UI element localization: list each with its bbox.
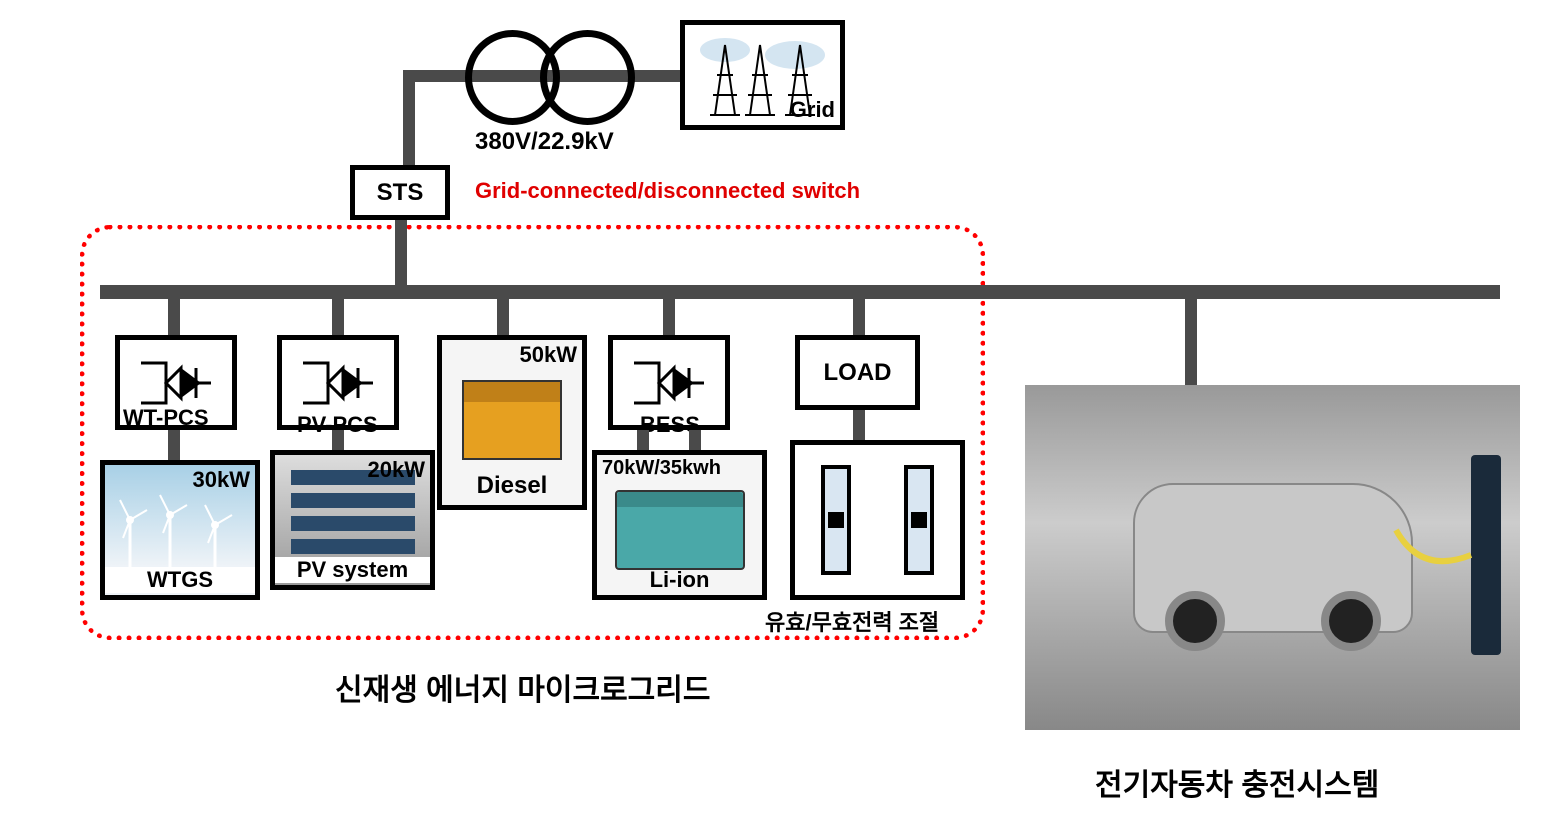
load-bar-2 bbox=[904, 465, 934, 575]
drop-bess bbox=[663, 299, 675, 339]
main-bus bbox=[100, 285, 1500, 299]
wtgs-box: 30kW WTGS bbox=[100, 460, 260, 600]
ev-title: 전기자동차 충전시스템 bbox=[1095, 760, 1379, 804]
diesel-rating: 50kW bbox=[520, 342, 577, 368]
charging-cable-icon bbox=[1391, 525, 1481, 605]
wtgs-rating: 30kW bbox=[193, 467, 250, 493]
li-ion-rating: 70kW/35kwh bbox=[602, 457, 721, 480]
sts-label: STS bbox=[377, 179, 424, 207]
igbt-icon bbox=[131, 353, 221, 413]
wt-pcs-label: WT-PCS bbox=[123, 405, 209, 431]
switch-text: Grid-connected/disconnected switch bbox=[475, 178, 860, 204]
battery-icon bbox=[615, 490, 745, 570]
drop-wt bbox=[168, 299, 180, 339]
transformer-circle-right bbox=[540, 30, 635, 125]
wtgs-label: WTGS bbox=[105, 567, 255, 593]
grid-box: Grid bbox=[680, 20, 845, 130]
grid-label: Grid bbox=[790, 97, 835, 123]
load-box: LOAD bbox=[795, 335, 920, 410]
li-ion-label: Li-ion bbox=[650, 567, 710, 593]
connector-sts-to-bus bbox=[395, 220, 407, 290]
ev-car-icon bbox=[1133, 483, 1413, 633]
load-label: LOAD bbox=[824, 359, 892, 387]
igbt-icon bbox=[624, 353, 714, 413]
ev-charging-photo bbox=[1025, 385, 1520, 730]
diesel-label: Diesel bbox=[477, 472, 548, 500]
sts-box: STS bbox=[350, 165, 450, 220]
diesel-generator-icon bbox=[462, 380, 562, 460]
load-control-box bbox=[790, 440, 965, 600]
pv-system-label: PV system bbox=[275, 557, 430, 583]
drop-diesel bbox=[497, 299, 509, 339]
load-bar-1 bbox=[821, 465, 851, 575]
load-control-label: 유효/무효전력 조절 bbox=[765, 605, 939, 637]
transformer-label: 380V/22.9kV bbox=[475, 128, 614, 156]
diesel-box: 50kW Diesel bbox=[437, 335, 587, 510]
drop-pv bbox=[332, 299, 344, 339]
pv-system-box: 20kW PV system bbox=[270, 450, 435, 590]
drop-ev bbox=[1185, 299, 1197, 389]
microgrid-title: 신재생 에너지 마이크로그리드 bbox=[335, 665, 710, 709]
igbt-icon bbox=[293, 353, 383, 413]
li-ion-box: 70kW/35kwh Li-ion bbox=[592, 450, 767, 600]
drop-load bbox=[853, 299, 865, 339]
pv-rating: 20kW bbox=[368, 457, 425, 483]
connector-sts-to-transformer-v bbox=[403, 70, 415, 180]
